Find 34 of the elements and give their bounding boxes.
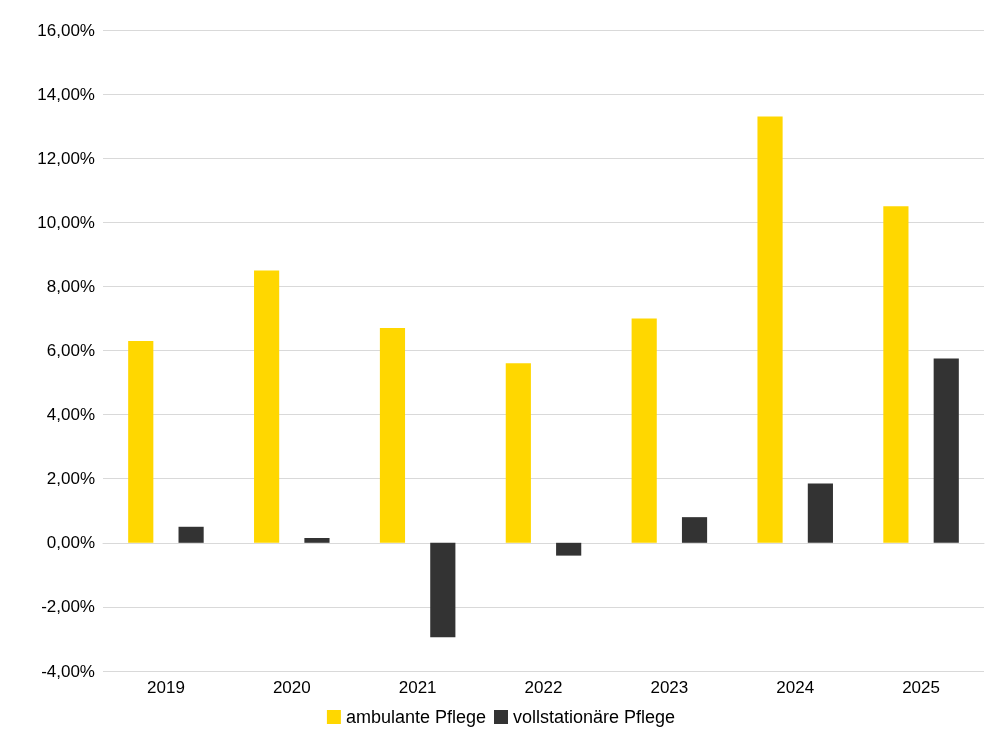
y-tick-label: 4,00% [46, 405, 95, 425]
y-tick-label: -2,00% [41, 597, 95, 617]
x-tick-label: 2020 [272, 678, 311, 697]
bar [505, 363, 531, 543]
legend-label: ambulante Pflege [345, 707, 487, 727]
x-tick-label: 2022 [524, 678, 563, 697]
x-tick-label: 2024 [776, 678, 815, 697]
bar [304, 537, 330, 543]
y-tick-label: -4,00% [41, 661, 95, 681]
bar [631, 318, 657, 543]
x-tick-label: 2025 [902, 678, 940, 697]
y-tick-label: 2,00% [46, 469, 95, 489]
bar [807, 483, 833, 543]
bar [128, 340, 154, 543]
bar [883, 206, 909, 543]
bar [379, 328, 406, 543]
x-tick-label: 2023 [650, 678, 689, 697]
y-tick-label: 14,00% [37, 84, 95, 104]
x-tick-label: 2019 [147, 678, 185, 697]
y-tick-label: 12,00% [37, 148, 95, 168]
y-tick-label: 10,00% [37, 212, 95, 232]
bar [556, 542, 582, 556]
y-tick-label: 8,00% [46, 276, 95, 296]
bar [757, 116, 783, 543]
legend-label: vollstationäre Pflege [513, 707, 676, 727]
bar [178, 526, 204, 543]
bar [430, 542, 456, 638]
bar [933, 358, 959, 543]
bar [681, 517, 708, 543]
y-tick-label: 0,00% [46, 533, 95, 553]
bar [254, 270, 280, 543]
x-tick-label: 2021 [398, 678, 437, 697]
y-tick-label: 16,00% [37, 20, 95, 40]
y-tick-label: 6,00% [46, 341, 95, 360]
